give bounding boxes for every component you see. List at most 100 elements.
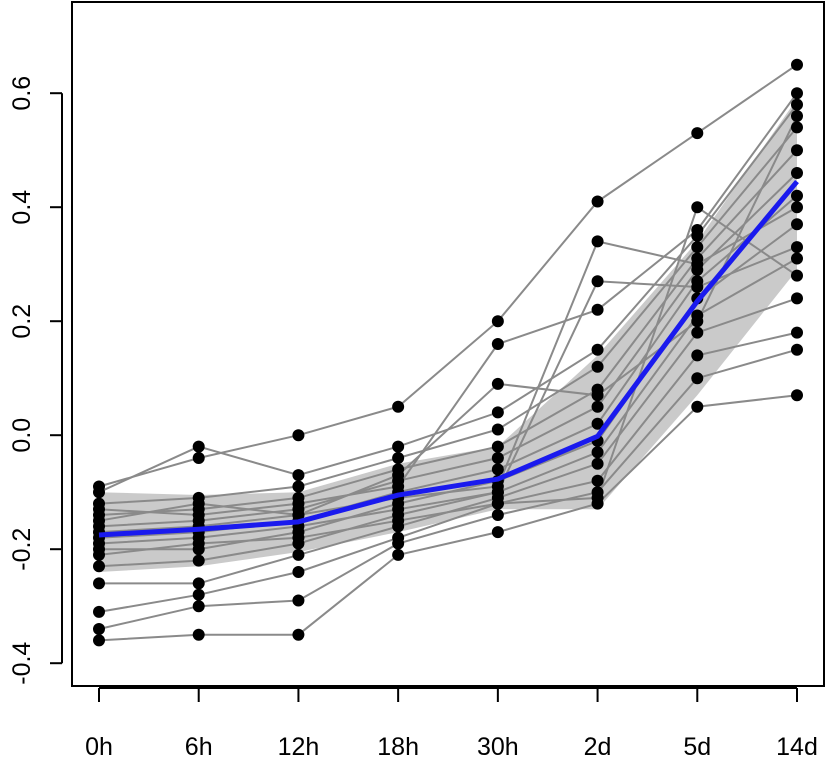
data-point (392, 480, 405, 493)
profile-line-1 (98, 348, 798, 630)
data-point (192, 588, 205, 601)
data-point (691, 127, 704, 140)
data-point (691, 201, 704, 214)
data-point (192, 452, 205, 464)
profile-line-2 (98, 331, 798, 613)
data-point (292, 497, 305, 510)
data-point (392, 400, 405, 413)
profile-line-0 (98, 394, 798, 642)
data-point (791, 58, 803, 71)
data-point (491, 440, 504, 453)
data-point (93, 537, 105, 550)
data-point (691, 372, 704, 385)
data-point (591, 275, 604, 288)
data-point (292, 594, 305, 607)
y-tick-label: 0.0 (8, 418, 36, 453)
data-point (591, 400, 604, 413)
plot-frame (71, 1, 825, 687)
data-point (192, 628, 205, 641)
data-point (392, 469, 405, 482)
mean-series-line (98, 179, 799, 538)
data-point (93, 514, 105, 527)
profile-line-12 (98, 206, 798, 522)
data-point (491, 315, 504, 328)
data-point (491, 497, 504, 510)
data-point (591, 417, 604, 430)
x-tick-label: 30h (477, 733, 519, 760)
data-point (791, 98, 803, 111)
data-point (591, 343, 604, 356)
data-point (791, 121, 803, 134)
data-point (791, 326, 803, 339)
data-point (292, 566, 305, 578)
data-point (791, 389, 803, 402)
data-point (791, 167, 803, 179)
profile-lines (98, 63, 798, 642)
data-point (292, 429, 305, 442)
data-point (791, 144, 803, 157)
data-point (591, 303, 604, 316)
y-tick-label: 0.4 (8, 190, 36, 225)
data-point (491, 526, 504, 539)
x-tick-label: 14d (776, 733, 818, 760)
data-point (691, 326, 704, 339)
data-point (93, 503, 105, 516)
data-point (192, 577, 205, 590)
y-tick-label: 0.2 (8, 304, 36, 339)
data-point (491, 486, 504, 499)
x-tick-label: 5d (683, 733, 711, 760)
data-point (791, 252, 803, 265)
data-point (591, 457, 604, 470)
data-point (292, 509, 305, 521)
data-point (192, 509, 205, 521)
data-point (192, 440, 205, 453)
profile-line-14 (98, 205, 798, 556)
data-point (93, 623, 105, 635)
data-point (791, 269, 803, 282)
data-point (691, 224, 704, 236)
data-point (292, 628, 305, 641)
data-point (791, 343, 803, 356)
data-point (491, 463, 504, 476)
data-point (192, 554, 205, 567)
data-point (292, 548, 305, 561)
data-point (591, 195, 604, 208)
x-tick-label: 2d (584, 733, 612, 760)
data-point (691, 400, 704, 413)
data-point (791, 292, 803, 305)
data-point (292, 480, 305, 493)
data-point (491, 377, 504, 390)
profile-line-16 (98, 115, 798, 534)
x-tick-label: 0h (85, 733, 113, 760)
profile-line-8 (98, 149, 798, 516)
profile-line-4 (98, 257, 798, 568)
data-point (491, 452, 504, 464)
data-point (93, 605, 105, 618)
data-point (691, 349, 704, 362)
confidence-band (99, 98, 797, 573)
data-point (491, 423, 504, 436)
data-point (691, 281, 704, 293)
y-tick-label: -0.2 (8, 528, 36, 571)
data-point (392, 452, 405, 464)
data-point (93, 548, 105, 561)
data-point (791, 241, 803, 254)
data-point (392, 503, 405, 516)
data-point (192, 537, 205, 550)
data-point (591, 360, 604, 373)
data-points (93, 58, 803, 647)
data-point (691, 315, 704, 328)
data-point (392, 548, 405, 561)
y-tick-label: -0.4 (8, 642, 36, 685)
data-point (691, 241, 704, 254)
data-point (491, 509, 504, 521)
data-point (691, 258, 704, 271)
x-axis: 0h 6h 12h 18h 30h 2d 5d 14d (85, 687, 818, 760)
data-point (591, 446, 604, 459)
data-point (791, 110, 803, 122)
profile-line-7 (98, 172, 798, 528)
band-area (99, 98, 797, 573)
data-point (93, 560, 105, 573)
profile-line-15 (98, 92, 798, 517)
